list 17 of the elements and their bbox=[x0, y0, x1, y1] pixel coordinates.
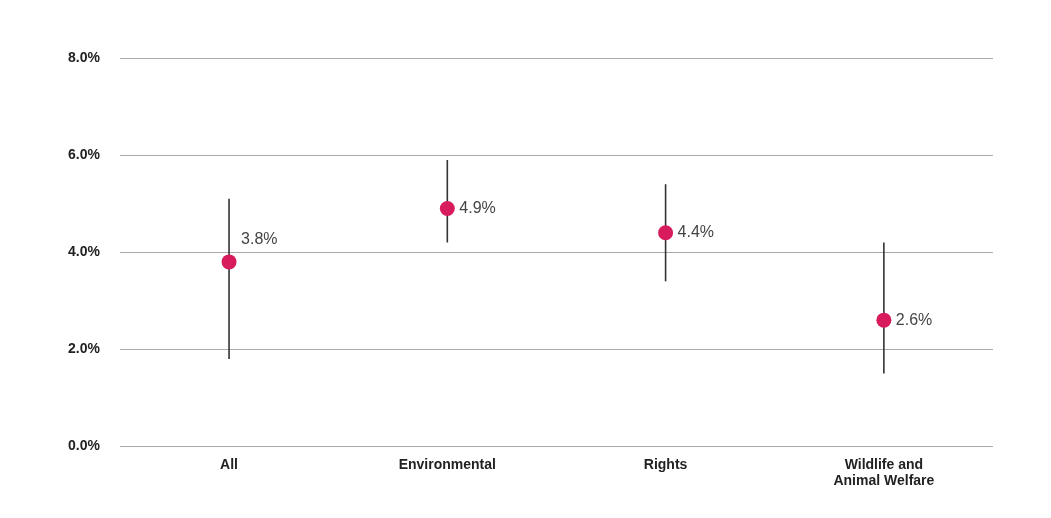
data-label: 4.4% bbox=[677, 223, 715, 241]
point bbox=[221, 254, 237, 270]
x-tick-label: Wildlife and Animal Welfare bbox=[833, 455, 935, 489]
y-tick-label: 8.0% bbox=[67, 48, 101, 65]
data-label: 2.6% bbox=[895, 310, 933, 328]
data-label: 4.9% bbox=[459, 198, 496, 216]
x-tick-label: All bbox=[220, 455, 238, 472]
x-tick-label: Environmental bbox=[398, 455, 496, 472]
point bbox=[439, 201, 455, 217]
point bbox=[658, 225, 674, 241]
y-tick-label: 2.0% bbox=[67, 340, 101, 357]
y-tick-label: 0.0% bbox=[67, 437, 101, 454]
x-tick-label: Rights bbox=[643, 455, 688, 472]
y-tick-label: 4.0% bbox=[67, 243, 101, 260]
y-tick-label: 6.0% bbox=[67, 145, 101, 162]
data-label: 3.8% bbox=[241, 230, 278, 248]
point bbox=[876, 312, 892, 328]
